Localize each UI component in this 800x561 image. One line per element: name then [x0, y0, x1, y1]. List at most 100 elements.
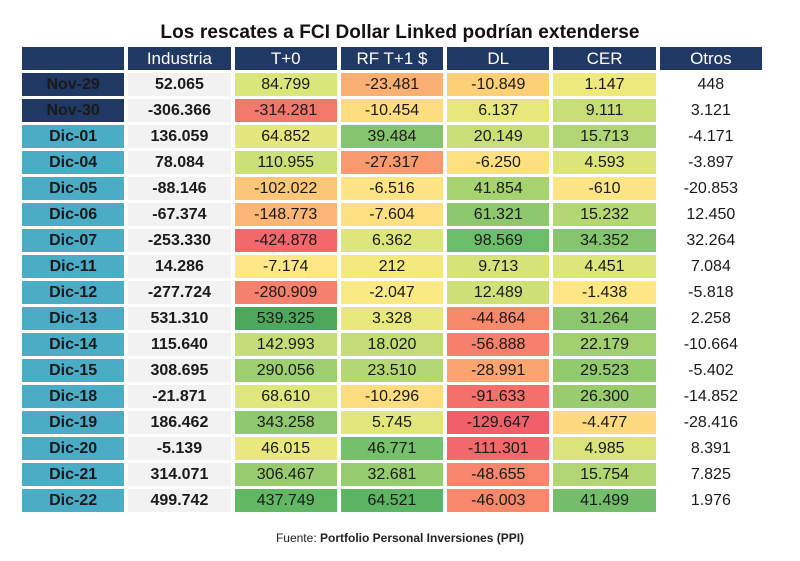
cell-otros: -14.852: [659, 385, 762, 408]
cell-otros: -20.853: [659, 177, 762, 200]
row-date: Dic-15: [22, 359, 125, 382]
table-row: Dic-15 308.695 290.056 23.510 -28.991 29.523-…: [22, 359, 762, 382]
cell-dl: -129.647: [447, 411, 550, 434]
cell-t0: 539.325: [234, 307, 337, 330]
cell-t0: 306.467: [234, 463, 337, 486]
cell-t0: -102.022: [234, 177, 337, 200]
row-date: Dic-21: [22, 463, 125, 486]
cell-cer: 15.713: [553, 125, 656, 148]
cell-t0: 84.799: [234, 73, 337, 96]
cell-t0: 110.955: [234, 151, 337, 174]
cell-cer: 29.523: [553, 359, 656, 382]
cell-cer: 4.593: [553, 151, 656, 174]
cell-t0: 142.993: [234, 333, 337, 356]
cell-dl: -111.301: [447, 437, 550, 460]
cell-cer: 26.300: [553, 385, 656, 408]
cell-dl: -28.991: [447, 359, 550, 382]
cell-industria: 14.286: [128, 255, 231, 278]
cell-industria: -5.139: [128, 437, 231, 460]
cell-otros: 32.264: [659, 229, 762, 252]
cell-otros: -5.402: [659, 359, 762, 382]
cell-dl: 20.149: [447, 125, 550, 148]
cell-dl: 41.854: [447, 177, 550, 200]
cell-dl: -46.003: [447, 489, 550, 512]
row-date: Dic-11: [22, 255, 125, 278]
row-date: Dic-22: [22, 489, 125, 512]
cell-cer: -4.477: [553, 411, 656, 434]
cell-otros: -5.818: [659, 281, 762, 304]
cell-industria: 186.462: [128, 411, 231, 434]
source-name: Portfolio Personal Inversiones (PPI): [320, 531, 525, 545]
cell-cer: 22.179: [553, 333, 656, 356]
cell-dl: 6.137: [447, 99, 550, 122]
cell-t0: -424.878: [234, 229, 337, 252]
cell-otros: -3.897: [659, 151, 762, 174]
cell-industria: -21.871: [128, 385, 231, 408]
cell-industria: -67.374: [128, 203, 231, 226]
figure-title: Los rescates a FCI Dollar Linked podrían…: [160, 22, 640, 43]
cell-dl: -44.864: [447, 307, 550, 330]
cell-industria: -277.724: [128, 281, 231, 304]
cell-t0: 437.749: [234, 489, 337, 512]
cell-t0: 46.015: [234, 437, 337, 460]
cell-cer: 31.264: [553, 307, 656, 330]
table-row: Dic-07 -253.330 -424.878 6.362 98.569 34.352 3…: [22, 229, 762, 252]
table-row: Nov-29 52.065 84.799 -23.481 -10.849 1.147 448: [22, 73, 762, 96]
table-row: Dic-20 -5.139 46.015 46.771 -111.301 4.985 8.3…: [22, 437, 762, 460]
header-dl: DL: [447, 47, 550, 70]
cell-otros: 8.391: [659, 437, 762, 460]
table-row: Dic-21 314.071 306.467 32.681 -48.655 15.754 7…: [22, 463, 762, 486]
row-date: Nov-30: [22, 99, 125, 122]
cell-industria: 531.310: [128, 307, 231, 330]
cell-industria: -253.330: [128, 229, 231, 252]
cell-cer: 4.451: [553, 255, 656, 278]
row-date: Dic-20: [22, 437, 125, 460]
cell-cer: 34.352: [553, 229, 656, 252]
header-blank: [22, 47, 125, 70]
cell-dl: 12.489: [447, 281, 550, 304]
table-row: Dic-18 -21.871 68.610 -10.296 -91.633 26.300-…: [22, 385, 762, 408]
cell-industria: -306.366: [128, 99, 231, 122]
cell-rf: 64.521: [340, 489, 444, 512]
cell-rf: 5.745: [340, 411, 444, 434]
cell-rf: 32.681: [340, 463, 444, 486]
cell-t0: -280.909: [234, 281, 337, 304]
row-date: Dic-13: [22, 307, 125, 330]
cell-rf: -23.481: [340, 73, 444, 96]
row-date: Dic-05: [22, 177, 125, 200]
table-row: Dic-11 14.286 -7.174 212 9.713 4.451 7.084: [22, 255, 762, 278]
cell-rf: -7.604: [340, 203, 444, 226]
cell-cer: 9.111: [553, 99, 656, 122]
cell-otros: -10.664: [659, 333, 762, 356]
heatmap-table: Industria T+0 RF T+1 $ DL CER Otros Nov-…: [18, 44, 766, 515]
cell-industria: 308.695: [128, 359, 231, 382]
cell-rf: 23.510: [340, 359, 444, 382]
cell-rf: 3.328: [340, 307, 444, 330]
cell-dl: 61.321: [447, 203, 550, 226]
cell-rf: -6.516: [340, 177, 444, 200]
row-date: Dic-12: [22, 281, 125, 304]
cell-otros: 1.976: [659, 489, 762, 512]
cell-industria: -88.146: [128, 177, 231, 200]
cell-t0: -148.773: [234, 203, 337, 226]
cell-industria: 499.742: [128, 489, 231, 512]
cell-dl: -10.849: [447, 73, 550, 96]
cell-t0: 290.056: [234, 359, 337, 382]
cell-rf: 6.362: [340, 229, 444, 252]
row-date: Dic-19: [22, 411, 125, 434]
header-cer: CER: [553, 47, 656, 70]
header-rf: RF T+1 $: [340, 47, 444, 70]
cell-t0: -314.281: [234, 99, 337, 122]
table-row: Dic-05 -88.146 -102.022 -6.516 41.854 -610 -20…: [22, 177, 762, 200]
cell-cer: -610: [553, 177, 656, 200]
cell-otros: 12.450: [659, 203, 762, 226]
table-row: Dic-04 78.084 110.955 -27.317 -6.250 4.593 -3.…: [22, 151, 762, 174]
cell-cer: 4.985: [553, 437, 656, 460]
table-row: Dic-06 -67.374 -148.773 -7.604 61.321 15.232 1…: [22, 203, 762, 226]
cell-otros: -28.416: [659, 411, 762, 434]
cell-dl: 98.569: [447, 229, 550, 252]
cell-rf: 18.020: [340, 333, 444, 356]
header-row: Industria T+0 RF T+1 $ DL CER Otros: [22, 47, 762, 70]
cell-rf: 212: [340, 255, 444, 278]
row-date: Dic-01: [22, 125, 125, 148]
